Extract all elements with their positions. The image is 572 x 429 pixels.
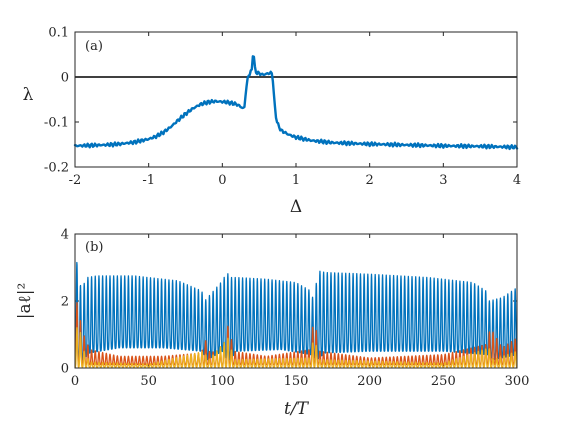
panel-b-label: (b) <box>85 240 103 255</box>
panel-b-xtick-label: 300 <box>505 374 530 389</box>
panel-a-xlabel: Δ <box>290 197 302 217</box>
panel-a-xtick-label: 2 <box>366 173 374 188</box>
panel-b-xtick-label: 200 <box>357 374 382 389</box>
panel-a-ytick-label: 0 <box>61 71 69 86</box>
panel-a-ytick-label: 0.1 <box>48 26 69 41</box>
panel-a-series-line <box>73 55 519 151</box>
panel-b-xtick-label: 100 <box>210 374 235 389</box>
panel-a-frame <box>74 31 518 168</box>
panel-a-xtick-label: -2 <box>69 173 82 188</box>
panel-b-xlabel: t/T <box>284 399 310 419</box>
panel-b-ytick-label: 2 <box>61 295 69 310</box>
panel-a-xtick-label: 3 <box>439 173 447 188</box>
panel-a: -2 -1 0 1 2 3 4 -0.2 -0.1 0 0.1 (a) Δ λ <box>23 26 522 218</box>
panel-a-xtick-label: 1 <box>292 173 300 188</box>
panel-b-ticks: 0 50 100 150 200 250 300 0 2 4 <box>61 228 530 390</box>
panel-b-frame <box>74 233 518 369</box>
panel-a-ytick-label: -0.1 <box>44 116 69 131</box>
panel-a-label: (a) <box>85 39 103 54</box>
panel-a-xtick-label: 0 <box>218 173 226 188</box>
panel-b: 0 50 100 150 200 250 300 0 2 4 (b) t/T |aℓ|² <box>15 228 529 420</box>
panel-b-series-1-line <box>74 261 518 361</box>
panel-a-xtick-label: 4 <box>513 173 521 188</box>
panel-a-plot-area <box>75 32 517 167</box>
panel-b-series-3-line <box>74 327 518 368</box>
panel-a-xtick-label: -1 <box>142 173 155 188</box>
panel-b-series-group <box>74 261 518 368</box>
panel-b-ytick-label: 4 <box>61 228 69 243</box>
panel-a-ylabel: λ <box>23 85 34 105</box>
panel-b-ytick-label: 0 <box>61 362 69 377</box>
panel-b-series-2-line <box>74 302 518 366</box>
panel-b-xtick-label: 0 <box>71 374 79 389</box>
panel-b-xtick-label: 150 <box>284 374 309 389</box>
panel-b-xtick-label: 250 <box>431 374 456 389</box>
panel-a-ytick-label: -0.2 <box>44 161 69 176</box>
panel-b-ylabel: |aℓ|² <box>15 283 35 320</box>
panel-b-xtick-label: 50 <box>140 374 157 389</box>
